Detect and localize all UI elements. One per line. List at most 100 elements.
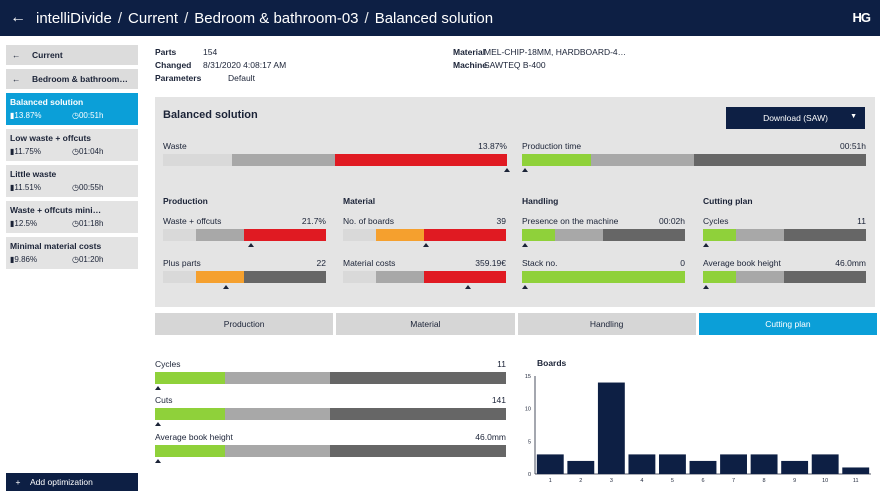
time-value: ◷01:20h	[72, 255, 104, 264]
metric-waste: Waste 13.87%	[163, 141, 510, 172]
metric-stack: Stack no. 0	[522, 258, 685, 289]
summary-panel: Balanced solution Download (SAW) ▼ Waste…	[155, 97, 875, 307]
y-tick-label: 0	[528, 472, 531, 478]
parts-label: Parts	[155, 47, 177, 57]
bar-4	[628, 454, 656, 474]
metric-material-costs: Material costs 359.19€	[343, 258, 506, 289]
detail-cuts: Cuts 141	[155, 395, 506, 426]
sidebar-nav-job[interactable]: ← Bedroom & bathroom…	[6, 69, 138, 89]
machine-label: Machine	[453, 60, 488, 70]
sidebar: ← Current ← Bedroom & bathroom… Balanced…	[6, 45, 138, 273]
metric-waste-offcuts: Waste + offcuts 21.7%	[163, 216, 326, 247]
x-tick-label: 7	[732, 478, 735, 484]
breadcrumb-solution: Balanced solution	[374, 9, 494, 27]
waste-value: ▮9.86%	[10, 255, 38, 264]
parameters-value: Default	[228, 73, 255, 83]
marker-icon	[503, 168, 510, 172]
marker-icon	[522, 168, 528, 172]
changed-label: Changed	[155, 60, 192, 70]
breadcrumb-separator: /	[364, 9, 369, 27]
bar-9	[781, 460, 809, 474]
boards-bar-chart: 0 5 10 15 1 2 3 4 5 6 7 8 9 10 11	[525, 374, 871, 484]
metric-presence: Presence on the machine 00:02h	[522, 216, 685, 247]
breadcrumb: intelliDivide / Current / Bedroom & bath…	[36, 10, 493, 27]
solution-name: Low waste + offcuts	[10, 133, 91, 143]
job-info-values: MEL-CHIP-18MM, HARDBOARD-4… SAWTEQ B-400	[484, 46, 626, 72]
add-optimization-button[interactable]: + Add optimization	[6, 473, 138, 491]
bar-5	[659, 454, 686, 474]
x-tick-label: 8	[763, 478, 766, 484]
breadcrumb-separator: /	[184, 9, 189, 27]
solution-item-balanced[interactable]: Balanced solution ▮13.87% ◷00:51h	[6, 93, 138, 125]
section-material: Material	[343, 196, 376, 206]
solution-item-little-waste[interactable]: Little waste ▮11.51% ◷00:55h	[6, 165, 138, 197]
y-tick-label: 5	[528, 439, 531, 445]
breadcrumb-job[interactable]: Bedroom & bathroom-03	[194, 9, 359, 27]
section-production: Production	[163, 196, 208, 206]
solution-name: Minimal material costs	[10, 241, 102, 251]
x-tick-label: 9	[793, 478, 796, 484]
x-tick-label: 10	[822, 478, 828, 484]
tab-production[interactable]: Production	[155, 313, 334, 335]
chart-title: Boards	[537, 358, 567, 368]
time-value: ◷00:51h	[72, 111, 104, 120]
back-arrow-icon: ←	[12, 50, 21, 60]
solution-item-minimal-costs[interactable]: Minimal material costs ▮9.86% ◷01:20h	[6, 237, 138, 269]
back-arrow-icon[interactable]: ←	[10, 9, 26, 26]
detail-book-height: Average book height 46.0mm	[155, 432, 506, 463]
machine-value: SAWTEQ B-400	[484, 60, 546, 70]
breadcrumb-current[interactable]: Current	[128, 9, 179, 27]
time-value: ◷01:18h	[72, 219, 104, 228]
add-optimization-label: Add optimization	[30, 477, 93, 487]
solution-name: Little waste	[10, 169, 57, 179]
parameters-label: Parameters	[155, 73, 202, 83]
bar-3	[597, 382, 625, 474]
y-tick-label: 15	[525, 374, 531, 380]
download-button[interactable]: Download (SAW) ▼	[726, 107, 865, 129]
x-tick-label: 11	[853, 478, 859, 484]
metric-plus-parts: Plus parts 22	[163, 258, 326, 289]
y-tick-label: 10	[525, 407, 531, 413]
breadcrumb-app[interactable]: intelliDivide	[36, 9, 112, 27]
x-tick-label: 5	[671, 478, 674, 484]
tab-material[interactable]: Material	[336, 313, 515, 335]
time-value: ◷01:04h	[72, 147, 104, 156]
panel-title: Balanced solution	[163, 109, 258, 121]
back-arrow-icon: ←	[12, 74, 21, 84]
bar-1	[536, 454, 564, 474]
metric-cycles: Cycles 11	[703, 216, 866, 247]
waste-value: ▮12.5%	[10, 219, 38, 228]
bar-2	[567, 460, 595, 474]
material-label: Material	[453, 47, 486, 57]
bar-10	[811, 454, 839, 474]
caret-down-icon[interactable]: ▼	[850, 113, 857, 120]
time-value: ◷00:55h	[72, 183, 104, 192]
x-tick-label: 4	[640, 478, 643, 484]
bar-11	[842, 467, 870, 474]
bar-8	[750, 454, 778, 474]
solution-name: Balanced solution	[10, 97, 84, 107]
material-value: MEL-CHIP-18MM, HARDBOARD-4…	[484, 47, 627, 57]
waste-value: ▮11.75%	[10, 147, 41, 156]
bar-6	[689, 460, 717, 474]
solution-item-waste-offcuts-min[interactable]: Waste + offcuts mini… ▮12.5% ◷01:18h	[6, 201, 138, 233]
waste-value: ▮13.87%	[10, 111, 42, 120]
tab-cutting-plan[interactable]: Cutting plan	[698, 313, 877, 335]
x-tick-label: 1	[549, 478, 552, 484]
tab-handling[interactable]: Handling	[517, 313, 696, 335]
sidebar-nav-current[interactable]: ← Current	[6, 45, 138, 65]
brand-logo: HG	[852, 10, 871, 25]
tab-bar: Production Material Handling Cutting pla…	[155, 313, 877, 335]
solution-item-low-waste[interactable]: Low waste + offcuts ▮11.75% ◷01:04h	[6, 129, 138, 161]
x-tick-label: 6	[701, 478, 704, 484]
metric-production-time: Production time 00:51h	[522, 141, 866, 172]
section-cutting-plan: Cutting plan	[703, 196, 753, 206]
sidebar-nav-label: Bedroom & bathroom…	[32, 74, 128, 84]
top-bar: ← intelliDivide / Current / Bedroom & ba…	[0, 0, 880, 36]
bar-7	[720, 454, 747, 474]
metric-book-height: Average book height 46.0mm	[703, 258, 866, 289]
x-tick-label: 3	[610, 478, 613, 484]
detail-cycles: Cycles 11	[155, 359, 506, 390]
x-tick-label: 2	[579, 478, 582, 484]
breadcrumb-separator: /	[117, 9, 123, 27]
